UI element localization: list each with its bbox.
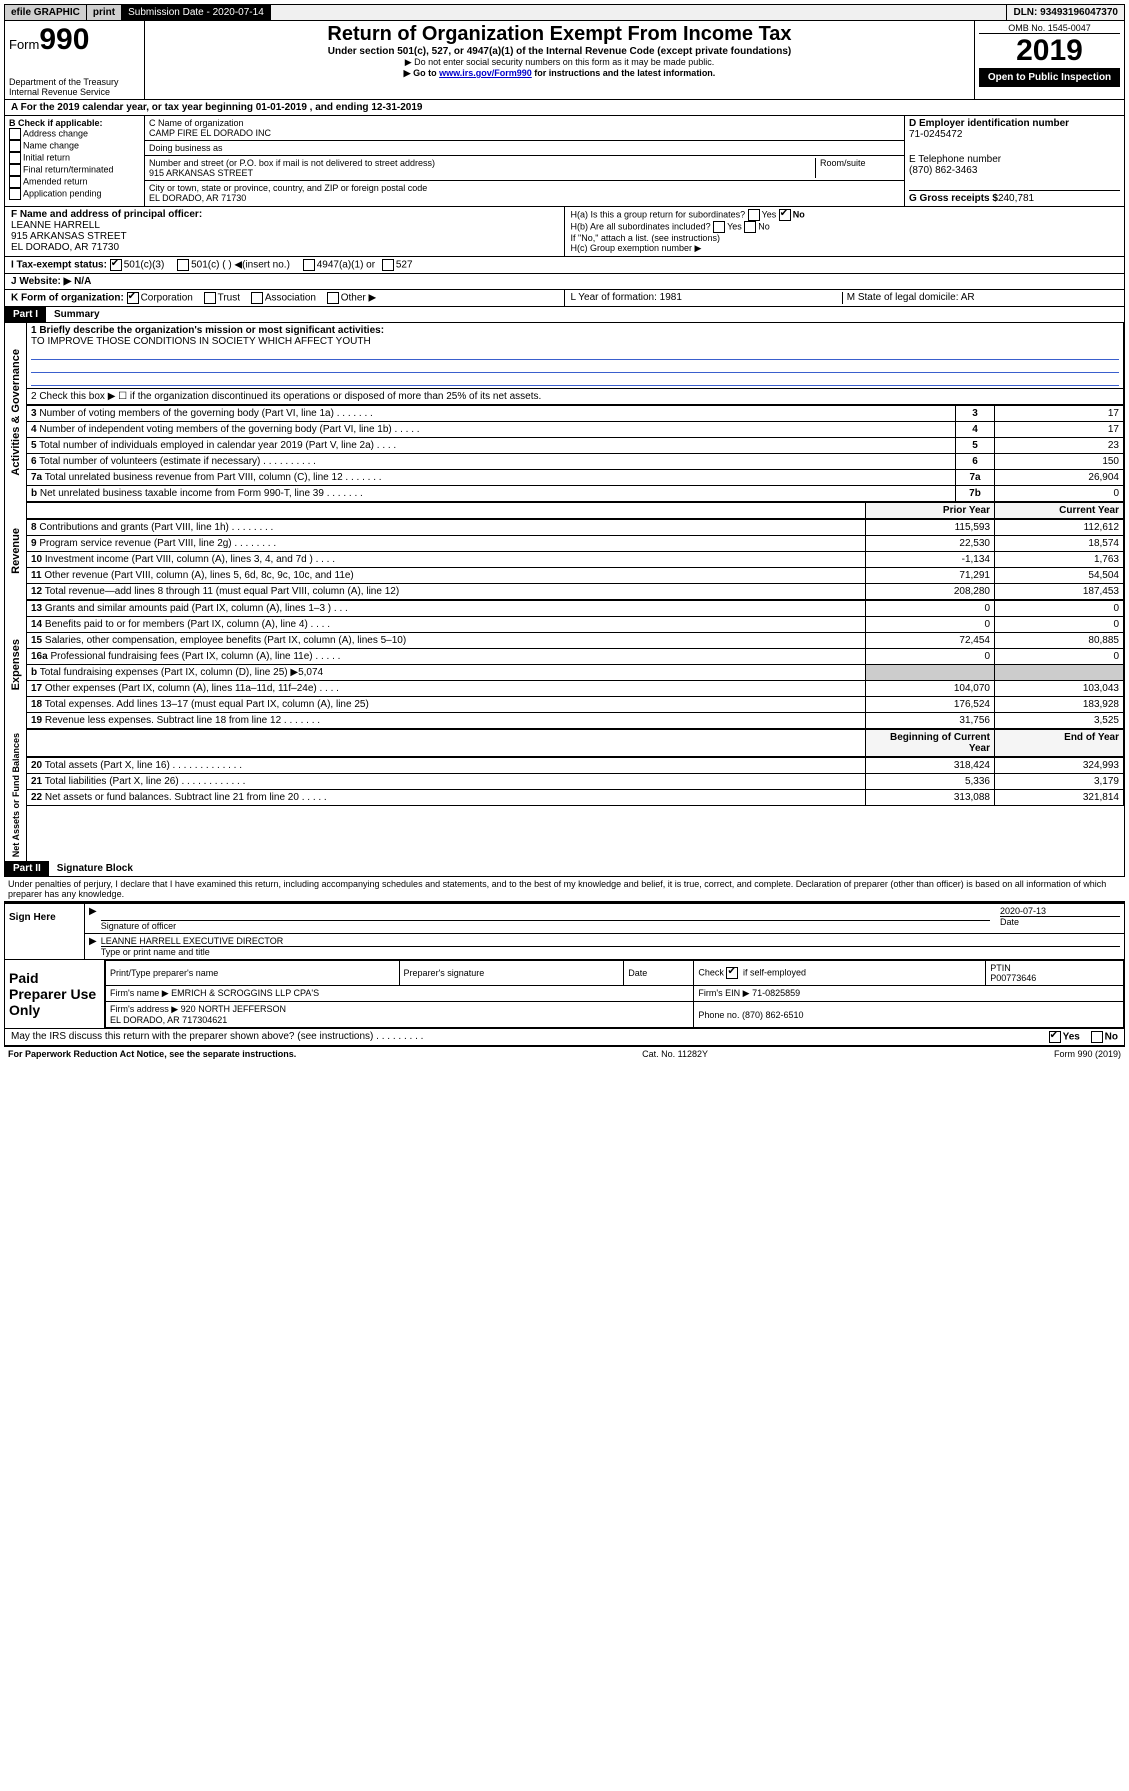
city: EL DORADO, AR 71730 <box>149 193 900 203</box>
side-ag: Activities & Governance <box>8 345 24 480</box>
org-name: CAMP FIRE EL DORADO INC <box>149 128 900 138</box>
form-number: Form990 <box>9 23 140 57</box>
firm-name: EMRICH & SCROGGINS LLP CPA'S <box>171 988 319 998</box>
section-bcd: B Check if applicable: Address change Na… <box>4 116 1125 207</box>
side-na: Net Assets or Fund Balances <box>9 729 23 861</box>
top-bar: efile GRAPHIC print Submission Date - 20… <box>4 4 1125 21</box>
side-exp: Expenses <box>8 635 24 694</box>
ein: 71-0245472 <box>909 129 1120 140</box>
ptin: P00773646 <box>990 973 1036 983</box>
mission: TO IMPROVE THOSE CONDITIONS IN SOCIETY W… <box>31 336 1119 347</box>
note-link: ▶ Go to www.irs.gov/Form990 for instruct… <box>149 68 970 79</box>
street: 915 ARKANSAS STREET <box>149 168 815 178</box>
discuss-row: May the IRS discuss this return with the… <box>4 1029 1125 1046</box>
sig-date: 2020-07-13 <box>1000 906 1120 917</box>
row-f-h: F Name and address of principal officer:… <box>4 207 1125 257</box>
year-formation: L Year of formation: 1981 <box>571 292 842 304</box>
part2-header: Part II Signature Block <box>4 861 1125 877</box>
row-i: I Tax-exempt status: 501(c)(3) 501(c) ( … <box>4 257 1125 274</box>
tax-year: 2019 <box>979 34 1120 68</box>
summary-ag: 1 Briefly describe the organization's mi… <box>27 323 1124 405</box>
print-btn[interactable]: print <box>87 5 122 20</box>
dba-label: Doing business as <box>145 141 904 156</box>
row-a: A For the 2019 calendar year, or tax yea… <box>4 100 1125 116</box>
open-public-badge: Open to Public Inspection <box>979 68 1120 87</box>
paid-preparer: Paid Preparer Use Only Print/Type prepar… <box>4 960 1125 1029</box>
perjury-statement: Under penalties of perjury, I declare th… <box>4 877 1125 901</box>
firm-phone: (870) 862-6510 <box>742 1010 804 1020</box>
form-header: Form990 Department of the Treasury Inter… <box>4 21 1125 100</box>
omb: OMB No. 1545-0047 <box>979 23 1120 34</box>
side-rev: Revenue <box>8 524 24 578</box>
form-title: Return of Organization Exempt From Incom… <box>149 23 970 46</box>
part1-header: Part I Summary <box>4 307 1125 323</box>
irs-link[interactable]: www.irs.gov/Form990 <box>439 68 532 78</box>
col-c: C Name of organization CAMP FIRE EL DORA… <box>145 116 904 206</box>
col-d: D Employer identification number 71-0245… <box>904 116 1124 206</box>
officer-name: LEANNE HARRELL EXECUTIVE DIRECTOR <box>101 936 1120 947</box>
phone: (870) 862-3463 <box>909 165 1120 176</box>
col-b: B Check if applicable: Address change Na… <box>5 116 145 206</box>
signature-block: Sign Here Signature of officer 2020-07-1… <box>4 901 1125 960</box>
submission-date: Submission Date - 2020-07-14 <box>122 5 271 20</box>
officer: LEANNE HARRELL 915 ARKANSAS STREET EL DO… <box>11 220 558 253</box>
firm-ein: 71-0825859 <box>752 988 800 998</box>
dln: DLN: 93493196047370 <box>1006 5 1124 20</box>
note-ssn: ▶ Do not enter social security numbers o… <box>149 57 970 68</box>
room-label: Room/suite <box>815 158 900 178</box>
efile-btn[interactable]: efile GRAPHIC <box>5 5 87 20</box>
footer: For Paperwork Reduction Act Notice, see … <box>4 1046 1125 1061</box>
row-j: J Website: ▶ N/A <box>4 274 1125 290</box>
domicile: M State of legal domicile: AR <box>842 292 1118 304</box>
form-subtitle: Under section 501(c), 527, or 4947(a)(1)… <box>149 46 970 57</box>
dept-label: Department of the Treasury Internal Reve… <box>9 77 140 97</box>
gross-receipts: 240,781 <box>998 193 1034 204</box>
row-k: K Form of organization: Corporation Trus… <box>4 290 1125 307</box>
